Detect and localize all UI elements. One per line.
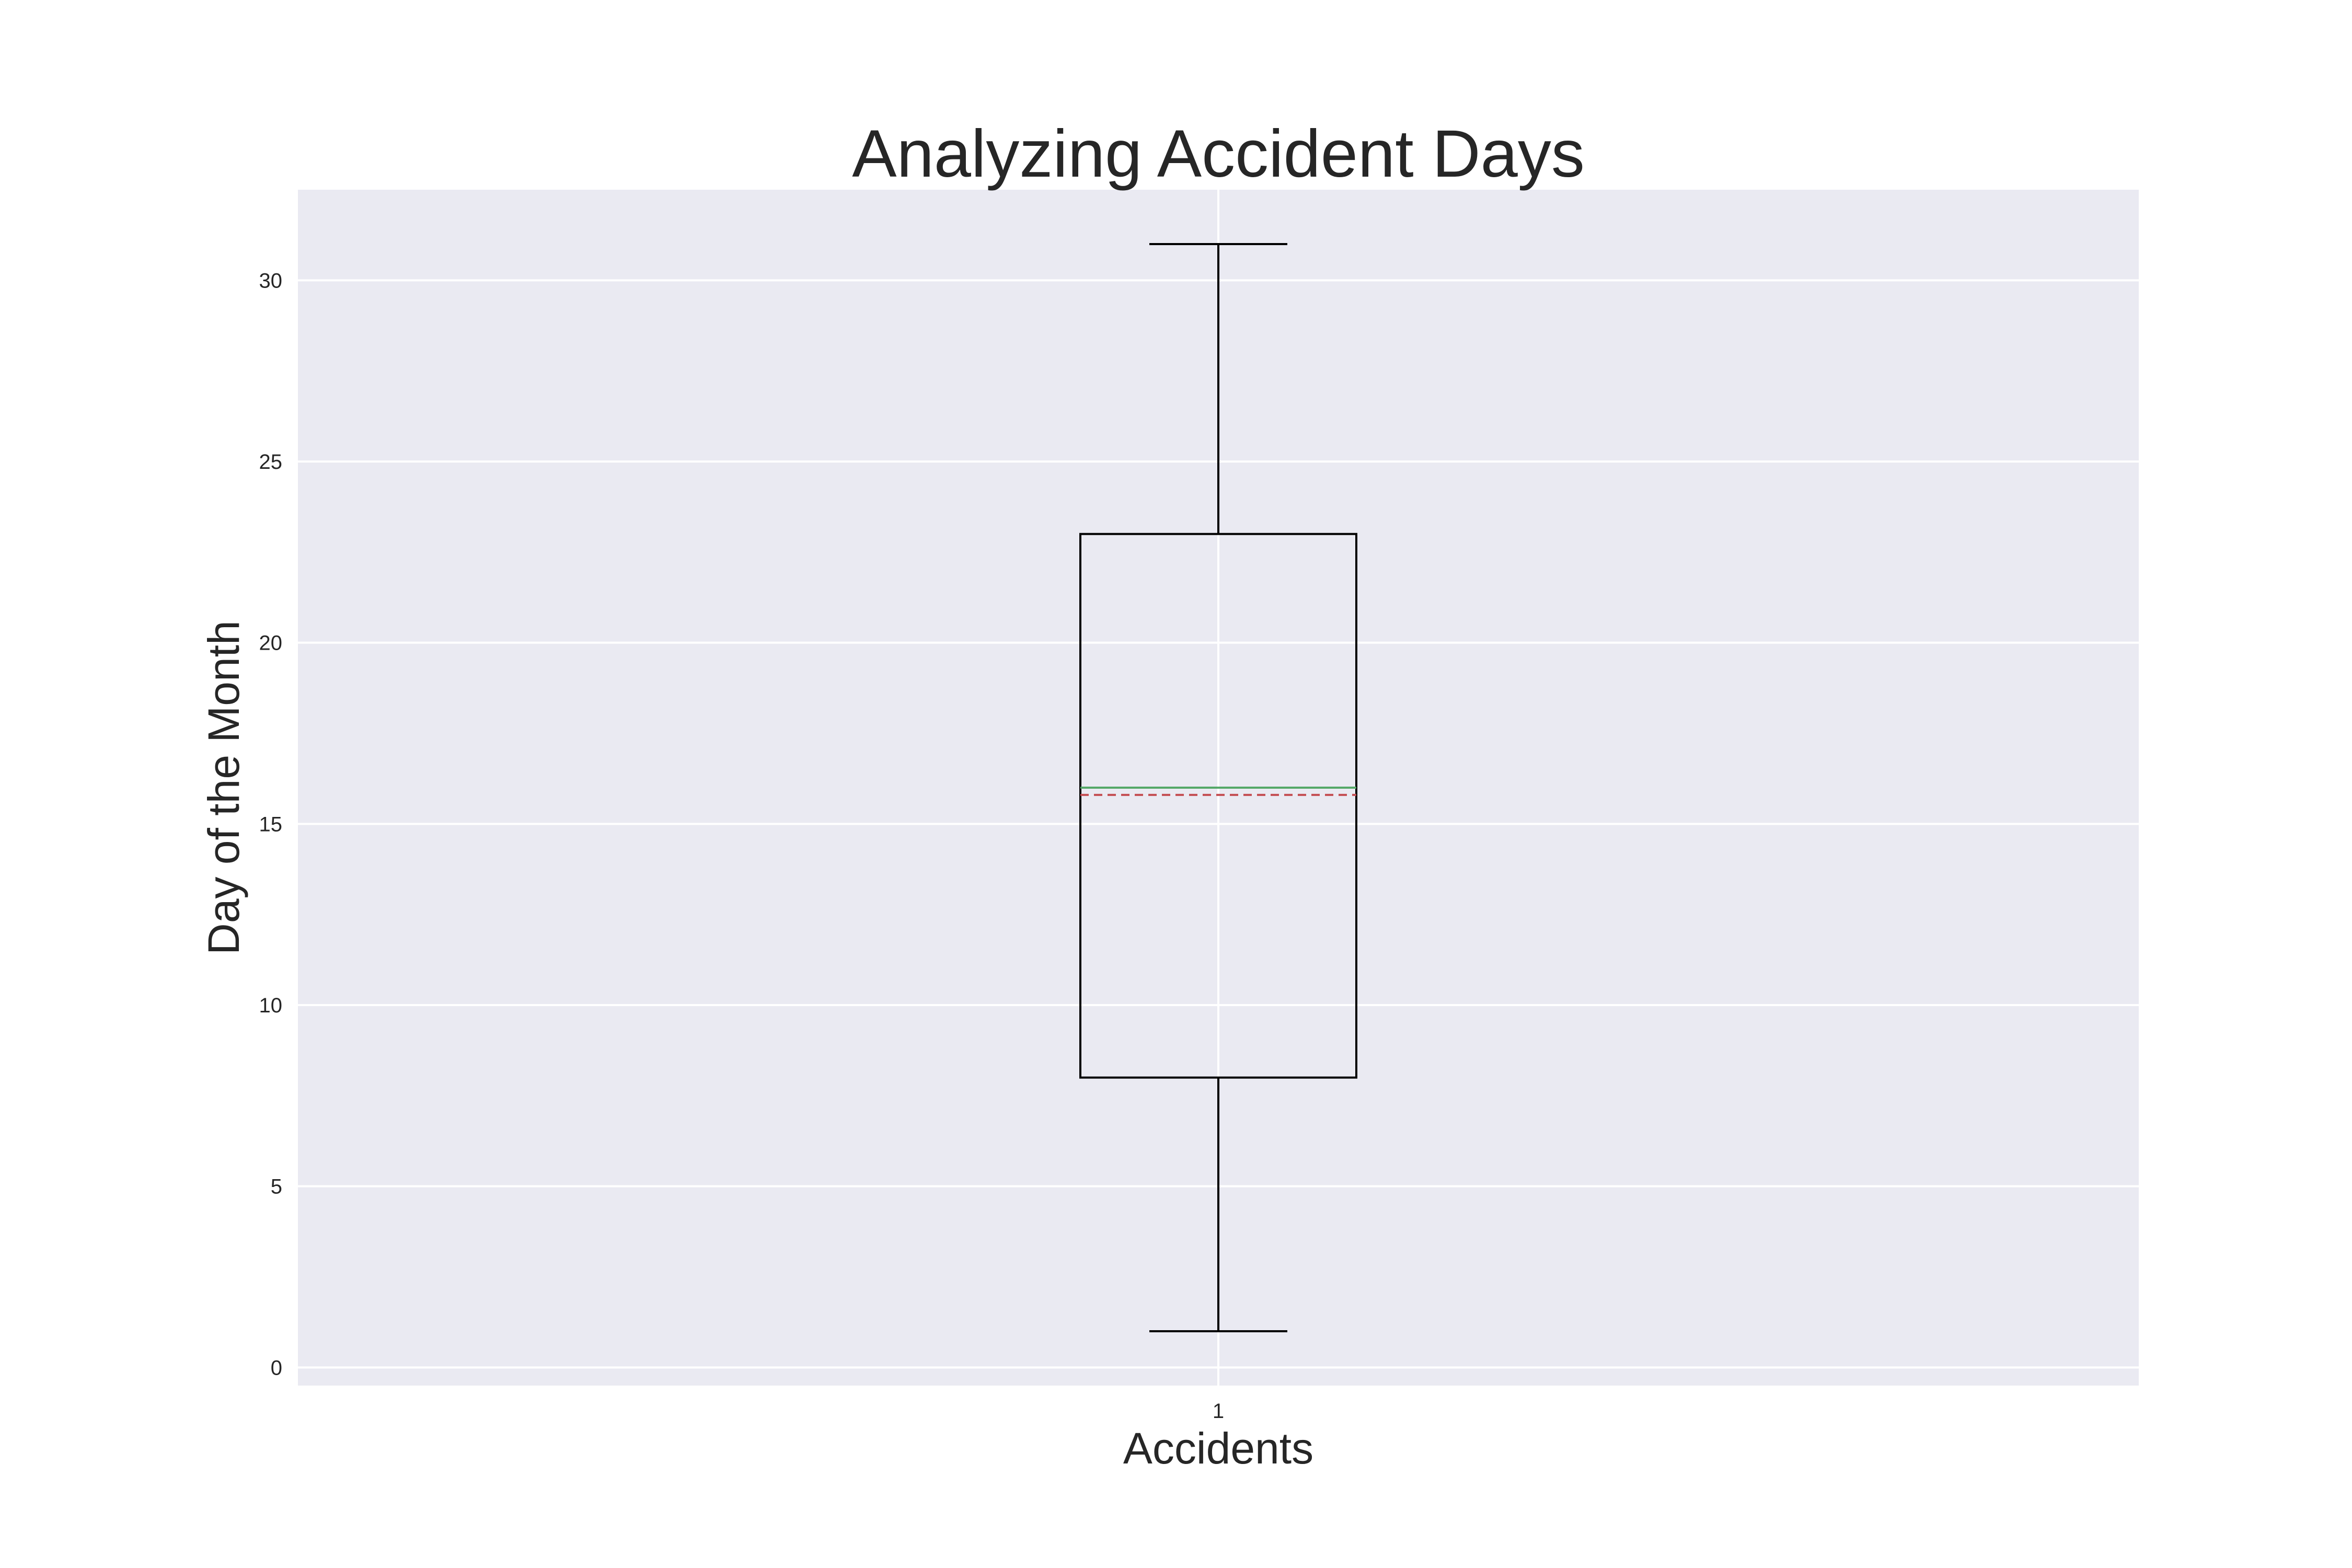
- y-tick-label: 30: [259, 269, 283, 292]
- chart-title: Analyzing Accident Days: [852, 117, 1585, 191]
- axis-ticks: 0 5 10 15 20 25 30 1: [259, 269, 1225, 1423]
- y-tick-label: 25: [259, 451, 283, 474]
- boxplot: [1079, 243, 1357, 1332]
- y-tick-label: 20: [259, 632, 283, 655]
- y-tick-label: 10: [259, 994, 283, 1017]
- iqr-box: [1079, 533, 1357, 1079]
- y-tick-label: 5: [271, 1175, 282, 1198]
- y-axis-label: Day of the Month: [199, 620, 248, 955]
- y-tick-label: 0: [271, 1356, 282, 1379]
- y-tick-label: 15: [259, 813, 283, 836]
- x-tick-label: 1: [1213, 1400, 1224, 1423]
- x-axis-label: Accidents: [1123, 1424, 1313, 1473]
